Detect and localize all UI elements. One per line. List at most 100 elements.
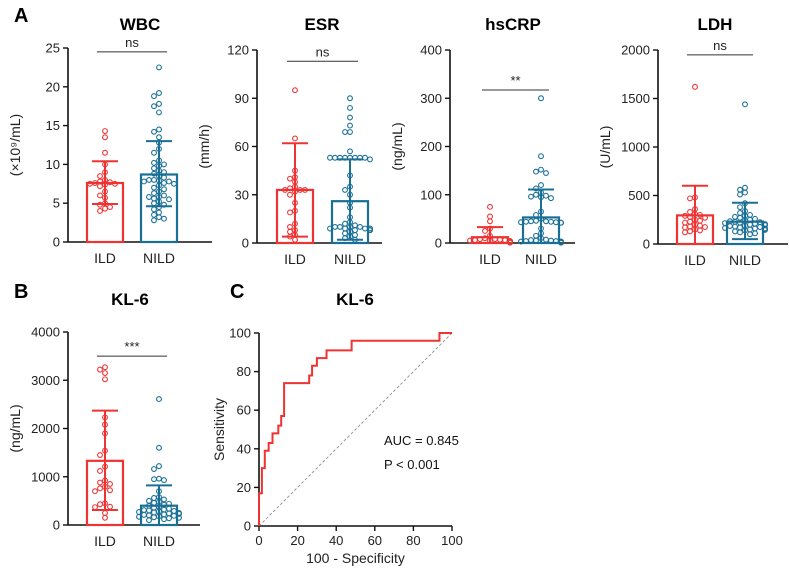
data-point xyxy=(136,513,142,520)
data-point xyxy=(156,488,162,495)
data-point xyxy=(156,109,162,116)
data-point xyxy=(176,514,182,521)
data-point xyxy=(151,165,157,172)
data-point xyxy=(102,414,108,421)
data-point xyxy=(292,207,298,214)
data-point xyxy=(737,214,743,221)
data-point xyxy=(156,214,162,221)
data-point xyxy=(161,174,167,181)
data-point xyxy=(697,227,703,234)
data-point xyxy=(102,205,108,212)
data-point xyxy=(292,188,298,195)
data-point xyxy=(161,496,167,503)
bar-panel-hscrp: hsCRP (ng/mL) 0 100 200 300 400 ILD NILD ** xyxy=(389,15,575,267)
data-point xyxy=(332,154,338,161)
data-point xyxy=(538,194,544,201)
data-point xyxy=(487,225,493,232)
y-tick-label: 3000 xyxy=(31,373,60,388)
y-tick-label: 500 xyxy=(628,188,650,203)
data-point xyxy=(528,193,534,200)
data-point xyxy=(487,203,493,210)
data-point xyxy=(107,487,113,494)
data-point xyxy=(347,129,353,135)
data-point xyxy=(347,122,353,129)
data-point xyxy=(151,514,157,521)
x-tick-label: NILD xyxy=(143,250,175,266)
data-point xyxy=(102,376,108,383)
data-point xyxy=(533,185,539,192)
data-point xyxy=(287,175,293,182)
data-point xyxy=(141,178,147,185)
y-axis-label: (mm/h) xyxy=(196,124,212,168)
data-point xyxy=(548,195,554,202)
data-point xyxy=(722,225,728,231)
x-tick-label: 20 xyxy=(290,533,304,548)
data-point xyxy=(352,236,358,243)
data-point xyxy=(102,463,108,470)
data-point xyxy=(156,90,162,96)
data-point xyxy=(102,128,108,134)
data-point xyxy=(367,156,373,163)
y-tick-label: 4000 xyxy=(31,325,60,340)
data-point xyxy=(97,485,103,492)
y-tick-label: 0 xyxy=(435,236,442,251)
y-tick-label: 0 xyxy=(53,518,60,533)
data-point xyxy=(171,512,177,519)
x-tick-label: NILD xyxy=(334,251,366,267)
bar-panel-kl-6: KL-6 (ng/mL) 0 1000 2000 3000 4000 ILD NILD *** xyxy=(7,290,200,549)
y-tick-label: 300 xyxy=(420,91,442,106)
y-tick-label: 0 xyxy=(53,235,60,250)
data-point xyxy=(97,201,103,208)
x-tick-label: 80 xyxy=(406,533,420,548)
data-point xyxy=(176,510,182,517)
data-point xyxy=(156,145,162,152)
data-point xyxy=(533,168,539,175)
data-point xyxy=(107,503,113,510)
data-point xyxy=(357,223,363,230)
y-tick-label: 0 xyxy=(643,237,650,252)
x-tick-label: 40 xyxy=(329,533,343,548)
data-point xyxy=(347,95,353,102)
y-tick-label: 60 xyxy=(235,139,249,154)
data-point xyxy=(87,180,93,187)
y-tick-label: 2000 xyxy=(31,421,60,436)
data-point xyxy=(747,211,753,218)
data-point xyxy=(102,421,108,428)
data-point xyxy=(538,182,544,189)
y-tick-label: 2000 xyxy=(621,43,650,58)
reference-diagonal xyxy=(258,332,453,527)
data-point xyxy=(156,444,162,451)
data-point xyxy=(107,204,113,211)
data-point xyxy=(102,194,108,201)
data-point xyxy=(151,170,157,177)
y-axis-label: Sensitivity xyxy=(211,398,227,461)
data-point xyxy=(558,239,564,246)
x-tick-label: NILD xyxy=(729,252,761,268)
x-tick-label: 0 xyxy=(255,533,262,548)
data-point xyxy=(102,188,108,195)
data-point xyxy=(151,476,157,483)
data-point xyxy=(367,227,373,234)
y-tick-label: 25 xyxy=(46,41,60,56)
data-point xyxy=(538,95,544,102)
data-point xyxy=(102,370,108,376)
data-point xyxy=(487,237,493,244)
y-tick-label: 200 xyxy=(420,139,442,154)
data-point xyxy=(742,227,748,234)
data-point xyxy=(762,226,768,233)
data-point xyxy=(287,191,293,198)
data-point xyxy=(737,210,743,216)
data-point xyxy=(102,181,108,188)
x-tick-label: NILD xyxy=(143,533,175,549)
significance-label: *** xyxy=(124,339,139,354)
panel-letter-c: C xyxy=(230,281,244,303)
data-point xyxy=(732,213,738,220)
data-point xyxy=(156,396,162,403)
data-point xyxy=(292,135,298,142)
data-point xyxy=(156,126,162,133)
auc-annotation: AUC = 0.845 xyxy=(384,433,459,448)
data-point xyxy=(538,166,544,173)
significance-label: ns xyxy=(125,35,139,50)
data-point xyxy=(146,176,152,183)
data-point xyxy=(97,479,103,486)
